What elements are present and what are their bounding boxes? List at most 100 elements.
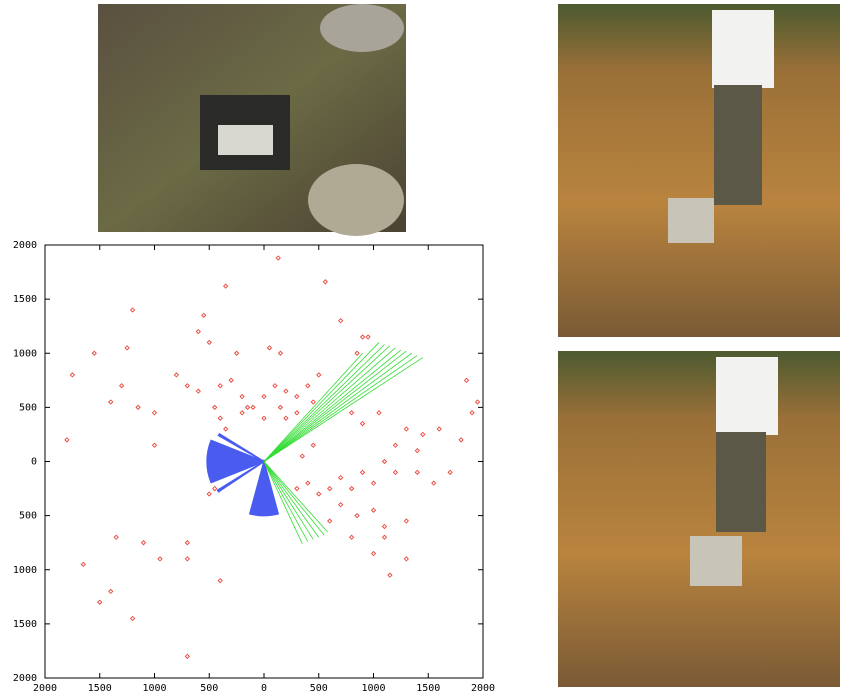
point: [174, 373, 178, 377]
point: [202, 313, 206, 317]
point: [377, 411, 381, 415]
y-tick-label: 2000: [13, 240, 37, 251]
ray: [264, 353, 412, 461]
point: [295, 411, 299, 415]
point: [361, 470, 365, 474]
page: {"chart_data": {"type": "scatter", "xlim…: [0, 0, 841, 694]
point: [109, 400, 113, 404]
scatter-plot: 2000150010005000500100015002000200015001…: [13, 240, 495, 694]
point: [470, 411, 474, 415]
point: [120, 384, 124, 388]
point: [339, 503, 343, 507]
point: [317, 373, 321, 377]
point: [92, 351, 96, 355]
point: [70, 373, 74, 377]
y-tick-label: 500: [19, 402, 37, 413]
ray: [264, 348, 395, 462]
point: [98, 600, 102, 604]
point: [246, 405, 250, 409]
point: [328, 519, 332, 523]
photo-robot: [98, 4, 406, 236]
ray: [264, 358, 423, 462]
point: [136, 405, 140, 409]
point: [415, 470, 419, 474]
point: [267, 346, 271, 350]
point: [382, 535, 386, 539]
point: [185, 557, 189, 561]
point: [251, 405, 255, 409]
point: [131, 616, 135, 620]
point: [432, 481, 436, 485]
point: [81, 562, 85, 566]
point: [366, 335, 370, 339]
point: [339, 476, 343, 480]
point: [421, 432, 425, 436]
y-tick-label: 500: [19, 511, 37, 522]
point: [65, 438, 69, 442]
point: [185, 384, 189, 388]
point: [284, 389, 288, 393]
point: [142, 541, 146, 545]
point: [273, 384, 277, 388]
point: [109, 589, 113, 593]
point: [218, 579, 222, 583]
x-tick-label: 1500: [88, 683, 112, 694]
point: [235, 351, 239, 355]
point: [196, 330, 200, 334]
point: [404, 557, 408, 561]
point: [300, 454, 304, 458]
ray: [264, 350, 401, 461]
point: [459, 438, 463, 442]
point: [350, 411, 354, 415]
point: [361, 422, 365, 426]
x-tick-label: 2000: [471, 683, 495, 694]
point: [295, 487, 299, 491]
photo-person-2: [558, 351, 840, 687]
point: [372, 481, 376, 485]
point: [437, 427, 441, 431]
point: [196, 389, 200, 393]
y-tick-label: 1500: [13, 294, 37, 305]
point: [328, 487, 332, 491]
point: [388, 573, 392, 577]
point: [153, 411, 157, 415]
x-tick-label: 500: [310, 683, 328, 694]
point: [153, 443, 157, 447]
y-tick-label: 1000: [13, 348, 37, 359]
point: [213, 487, 217, 491]
point: [350, 535, 354, 539]
point: [114, 535, 118, 539]
point: [158, 557, 162, 561]
point: [262, 395, 266, 399]
point: [382, 460, 386, 464]
point: [404, 427, 408, 431]
point: [262, 416, 266, 420]
point: [355, 351, 359, 355]
x-tick-label: 1000: [142, 683, 166, 694]
point: [350, 487, 354, 491]
ray: [264, 351, 406, 461]
point: [476, 400, 480, 404]
point: [361, 335, 365, 339]
point: [306, 481, 310, 485]
x-tick-label: 1000: [361, 683, 385, 694]
fan: [207, 440, 264, 482]
point: [372, 552, 376, 556]
point: [393, 470, 397, 474]
point: [339, 319, 343, 323]
point: [276, 256, 280, 260]
x-tick-label: 500: [200, 683, 218, 694]
point: [207, 340, 211, 344]
point: [382, 524, 386, 528]
point: [218, 384, 222, 388]
photo-person-1: [558, 4, 840, 337]
x-tick-label: 2000: [33, 683, 57, 694]
point: [229, 378, 233, 382]
point: [213, 405, 217, 409]
y-tick-label: 1000: [13, 565, 37, 576]
ray: [264, 342, 379, 461]
ray: [264, 345, 384, 462]
point: [125, 346, 129, 350]
x-tick-label: 1500: [416, 683, 440, 694]
ray: [264, 346, 390, 462]
